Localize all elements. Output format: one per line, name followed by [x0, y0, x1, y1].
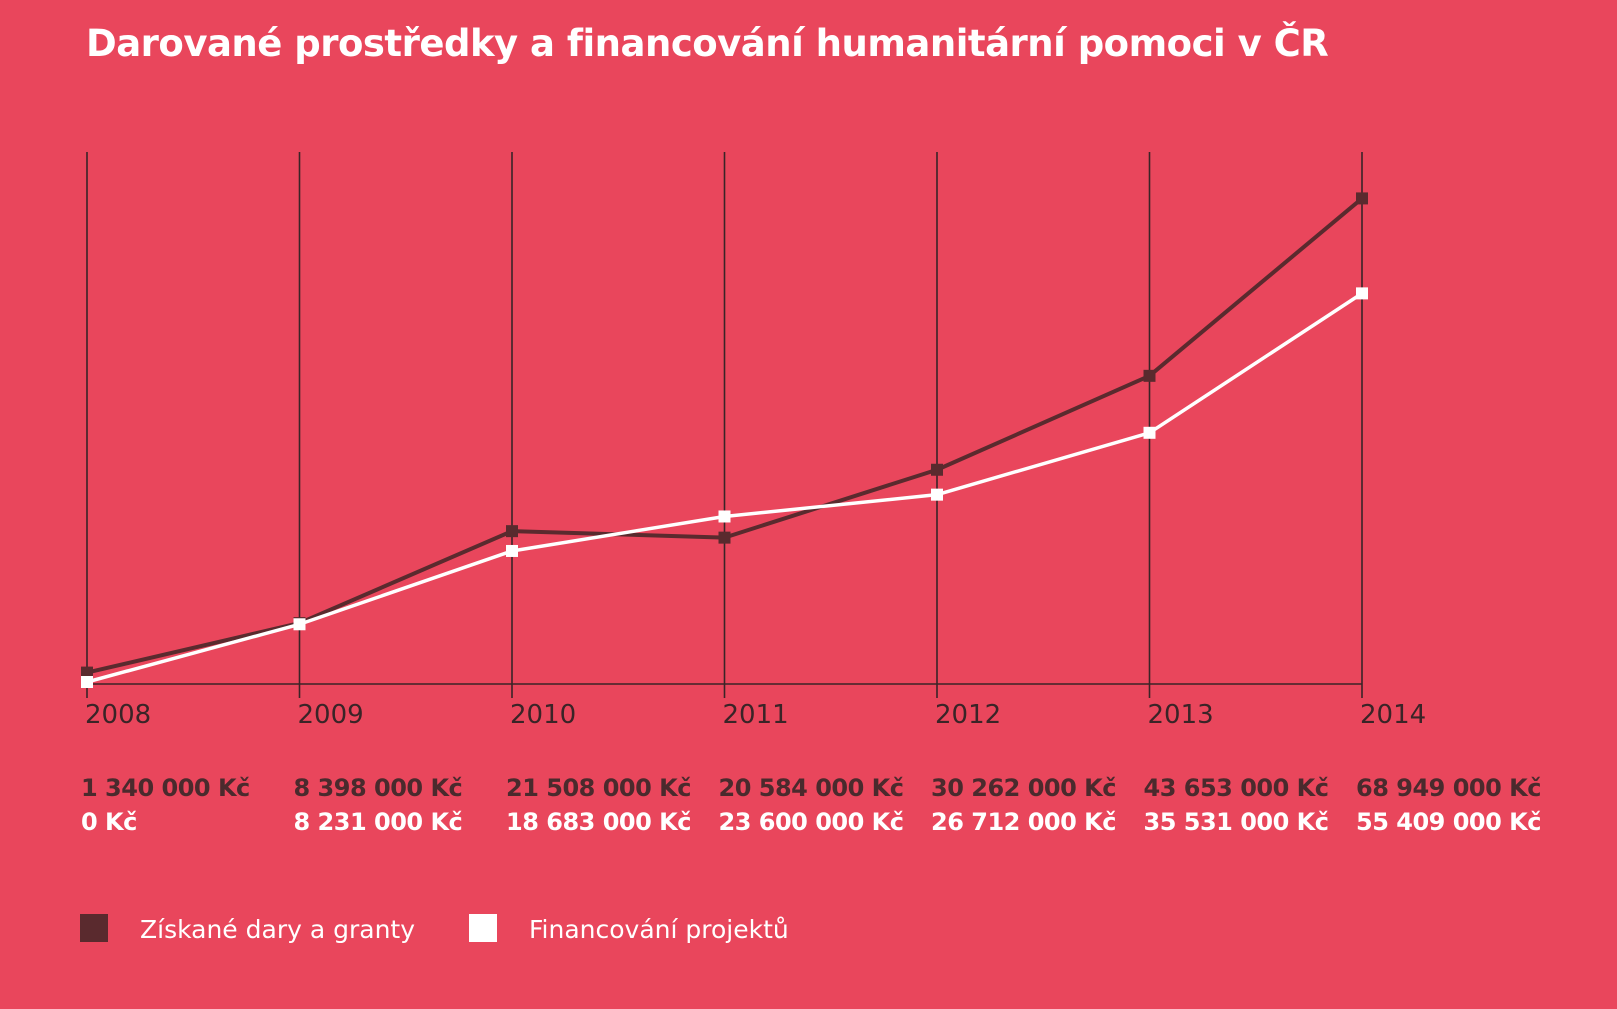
point-received-2014: [1356, 192, 1368, 205]
point-financing-2008: [81, 676, 93, 688]
value-label-received-2013: 43 653 000 Kč: [1143, 774, 1329, 802]
year-label-2008: 2008: [85, 700, 152, 730]
legend-label-received: Získané dary a granty: [140, 915, 416, 944]
value-label-financing-2009: 8 231 000 Kč: [293, 808, 463, 836]
value-label-received-2010: 21 508 000 Kč: [506, 774, 691, 802]
value-label-financing-2010: 18 683 000 Kč: [506, 808, 691, 836]
point-received-2008: [81, 666, 93, 679]
point-financing-2011: [718, 510, 731, 523]
point-received-2010: [506, 525, 518, 538]
value-label-received-2014: 68 949 000 Kč: [1356, 774, 1541, 802]
year-label-2013: 2013: [1147, 700, 1214, 730]
chart-title: Darované prostředky a financování humani…: [86, 22, 1329, 65]
year-label-2010: 2010: [510, 700, 577, 730]
point-received-2013: [1143, 369, 1156, 382]
point-financing-2009: [293, 618, 306, 631]
value-label-received-2011: 20 584 000 Kč: [718, 774, 904, 802]
value-label-financing-2008: 0 Kč: [81, 808, 137, 836]
legend-swatch-received: [80, 914, 108, 942]
value-label-received-2012: 30 262 000 Kč: [931, 774, 1116, 802]
value-label-received-2008: 1 340 000 Kč: [81, 774, 250, 802]
point-received-2012: [931, 463, 943, 476]
point-financing-2010: [506, 544, 518, 557]
legend-swatch-financing: [469, 914, 497, 942]
value-label-financing-2011: 23 600 000 Kč: [718, 808, 904, 836]
legend-label-financing: Financování projektů: [529, 915, 789, 944]
value-label-received-2009: 8 398 000 Kč: [293, 774, 463, 802]
value-label-financing-2012: 26 712 000 Kč: [931, 808, 1116, 836]
value-label-financing-2014: 55 409 000 Kč: [1356, 808, 1541, 836]
year-label-2009: 2009: [297, 700, 364, 730]
year-label-2014: 2014: [1360, 700, 1427, 730]
year-label-2012: 2012: [935, 700, 1002, 730]
point-financing-2014: [1356, 287, 1368, 300]
point-received-2011: [718, 531, 731, 544]
year-label-2011: 2011: [722, 700, 789, 730]
point-financing-2013: [1143, 426, 1156, 439]
value-label-financing-2013: 35 531 000 Kč: [1143, 808, 1329, 836]
point-financing-2012: [931, 488, 943, 501]
